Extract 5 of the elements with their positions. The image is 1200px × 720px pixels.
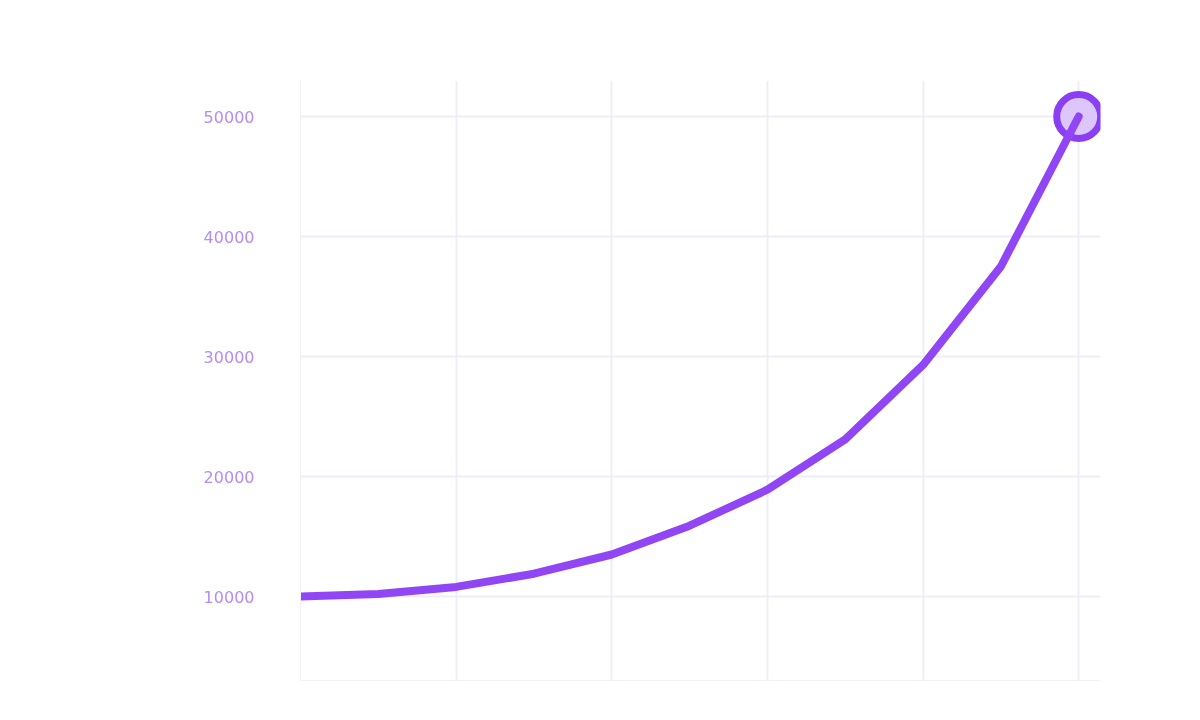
y-tick-label: 50000 bbox=[203, 107, 255, 127]
y-tick-label: 30000 bbox=[203, 347, 255, 367]
y-tick-label: 20000 bbox=[203, 467, 255, 487]
y-tick-label: 10000 bbox=[203, 587, 255, 607]
y-tick-label: 40000 bbox=[203, 227, 255, 247]
